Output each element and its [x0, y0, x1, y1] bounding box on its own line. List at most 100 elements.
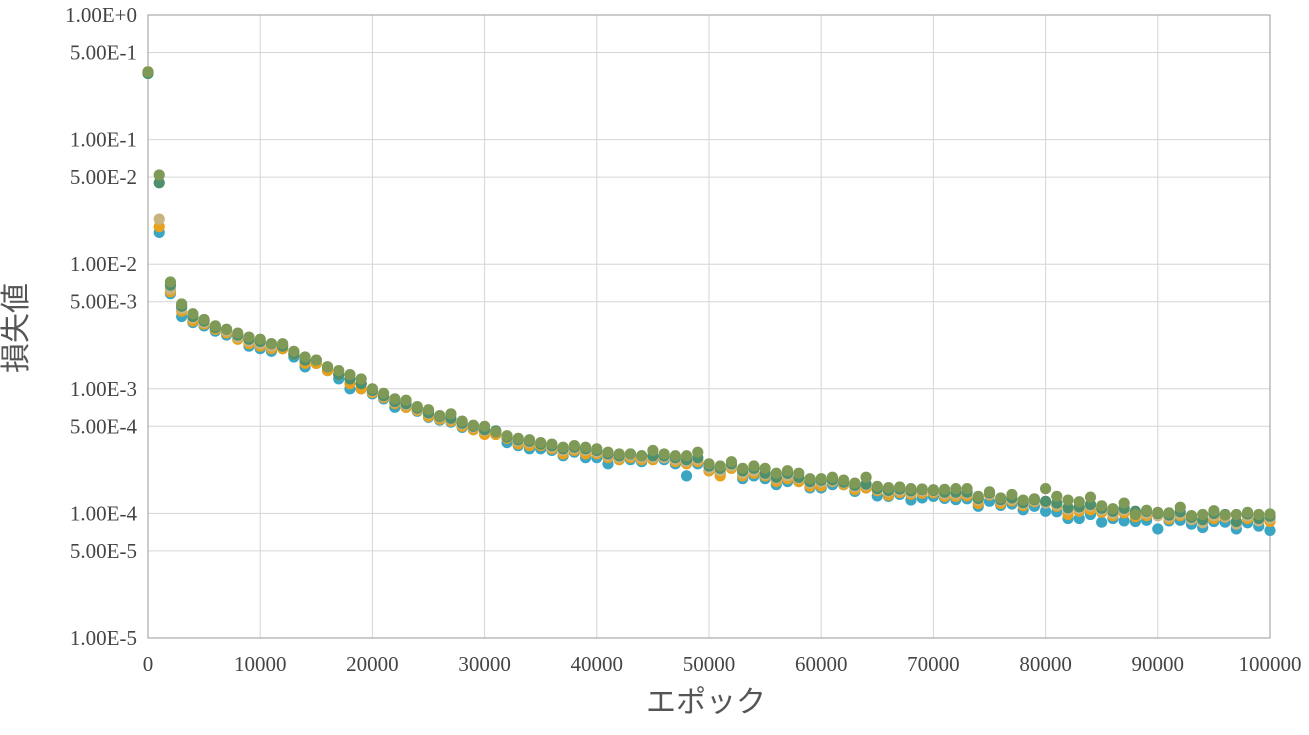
data-points [142, 66, 1276, 537]
y-tick-label: 5.00E-5 [70, 539, 137, 563]
data-point [613, 448, 625, 460]
data-point [1219, 509, 1231, 521]
y-axis-title: 損失値 [0, 283, 34, 373]
data-point [535, 437, 547, 449]
data-point [467, 419, 479, 431]
data-point [1118, 497, 1130, 509]
data-point [1096, 516, 1108, 528]
y-tick-label: 1.00E-3 [70, 377, 137, 401]
data-point [490, 426, 502, 438]
x-tick-labels: 0 10000 20000 30000 40000 50000 60000 70000 8000… [143, 652, 1302, 676]
data-point [142, 66, 154, 78]
data-point [153, 177, 165, 189]
data-point [333, 364, 345, 377]
x-tick-label: 20000 [346, 652, 399, 676]
data-point [220, 323, 233, 335]
data-point [714, 460, 726, 472]
data-point [680, 450, 693, 462]
data-point [288, 345, 300, 357]
data-point [501, 430, 513, 442]
data-point [378, 387, 390, 399]
y-tick-label: 5.00E-1 [70, 41, 137, 65]
data-point [669, 450, 681, 462]
data-point [411, 400, 423, 413]
data-point [826, 471, 839, 483]
data-point [737, 462, 749, 474]
data-point [265, 338, 278, 350]
data-point [456, 415, 468, 427]
data-point [1264, 508, 1276, 520]
data-point [591, 443, 603, 455]
plot-frame [147, 14, 1271, 639]
data-point [243, 331, 255, 343]
data-point [310, 354, 322, 366]
data-point [434, 409, 446, 422]
x-tick-label: 0 [143, 652, 154, 676]
data-point [187, 308, 199, 320]
data-point [1017, 494, 1029, 506]
data-point [1040, 505, 1052, 517]
x-tick-label: 60000 [795, 652, 848, 676]
data-point [882, 482, 895, 494]
data-point [1185, 510, 1198, 522]
data-point [793, 467, 805, 479]
data-point [321, 361, 334, 373]
data-point [658, 448, 670, 460]
y-tick-labels: 1.00E+0 5.00E-1 1.00E-1 5.00E-2 1.00E-2 5.00E… [65, 3, 137, 650]
data-point [422, 404, 435, 416]
data-point [557, 441, 569, 453]
data-point [164, 276, 177, 288]
data-point [939, 483, 951, 495]
x-tick-label: 80000 [1019, 652, 1072, 676]
data-point [927, 484, 940, 496]
y-tick-label: 1.00E-2 [70, 252, 137, 276]
series-5 [142, 66, 1276, 522]
data-point [400, 394, 412, 406]
data-point [602, 446, 614, 458]
data-point [1006, 488, 1018, 501]
data-point [916, 483, 928, 495]
data-point [1197, 508, 1209, 521]
data-point [1084, 491, 1097, 503]
data-point [344, 369, 356, 381]
data-point [692, 446, 704, 458]
data-point [1140, 504, 1153, 516]
data-point [546, 438, 558, 450]
y-tick-label: 1.00E-4 [70, 501, 138, 525]
data-point [1129, 508, 1141, 521]
data-point [759, 462, 771, 474]
data-point [748, 460, 760, 472]
data-point [680, 470, 693, 482]
data-point [961, 483, 973, 495]
x-tick-label: 70000 [907, 652, 960, 676]
data-point [153, 169, 165, 181]
x-tick-label: 40000 [571, 652, 624, 676]
data-point [579, 441, 592, 453]
data-point [389, 393, 401, 405]
data-point [1208, 505, 1220, 517]
data-point [523, 434, 536, 446]
data-point [804, 473, 816, 485]
data-point [972, 490, 984, 502]
data-point [1163, 507, 1175, 519]
x-axis-title: エポック [646, 685, 766, 720]
data-point [1073, 496, 1085, 508]
data-point [232, 327, 244, 339]
data-point [983, 486, 996, 498]
data-point [703, 458, 715, 470]
x-tick-label: 90000 [1132, 652, 1185, 676]
data-point [153, 213, 165, 225]
data-point [1096, 500, 1108, 512]
data-point [1062, 502, 1074, 514]
data-point [905, 483, 917, 495]
data-point [781, 465, 794, 477]
x-tick-label: 30000 [458, 652, 511, 676]
x-tick-label: 10000 [234, 652, 287, 676]
data-point [624, 448, 637, 460]
x-tick-label: 100000 [1239, 652, 1302, 676]
data-point [636, 450, 648, 462]
data-point [1264, 524, 1276, 537]
data-point [1253, 508, 1265, 521]
data-point [725, 456, 738, 468]
data-point [479, 420, 491, 432]
